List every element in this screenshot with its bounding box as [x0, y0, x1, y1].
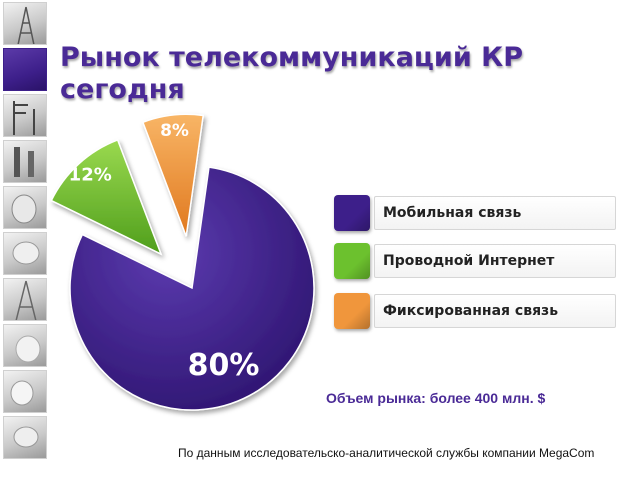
legend-swatch — [334, 243, 370, 279]
legend-item-3: Фиксированная связь — [334, 293, 616, 329]
thumbnail-sidebar — [0, 0, 50, 479]
pie-slice-1 — [69, 166, 315, 411]
dish-photo-thumbnail — [3, 232, 47, 275]
pie-slice-2 — [50, 139, 163, 256]
accent-thumbnail — [3, 48, 47, 91]
legend-swatch — [334, 293, 370, 329]
tower-photo-thumbnail — [3, 2, 47, 45]
source-note: По данным исследовательско-аналитической… — [178, 446, 595, 460]
legend-swatch — [334, 195, 370, 231]
legend-label: Фиксированная связь — [383, 303, 559, 319]
dish-photo-thumbnail — [3, 186, 47, 229]
slice-value-label-1: 80% — [188, 348, 260, 383]
title-line-1: Рынок телекоммуникаций КР — [60, 42, 524, 73]
market-size-note: Объем рынка: более 400 млн. $ — [326, 390, 546, 406]
slide-title: Рынок телекоммуникаций КР сегодня — [60, 42, 530, 106]
slice-value-label-3: 8% — [160, 121, 189, 141]
tower-photo-thumbnail — [3, 94, 47, 137]
legend-item-1: Мобильная связь — [334, 195, 616, 231]
legend-label-box: Мобильная связь — [374, 196, 616, 230]
slice-value-label-2: 12% — [69, 165, 112, 186]
legend-label: Проводной Интернет — [383, 253, 555, 269]
antenna-photo-thumbnail — [3, 140, 47, 183]
dish-photo-thumbnail — [3, 324, 47, 367]
tower-photo-thumbnail — [3, 278, 47, 321]
dish-photo-thumbnail — [3, 416, 47, 459]
dish-photo-thumbnail — [3, 370, 47, 413]
legend-label-box: Проводной Интернет — [374, 244, 616, 278]
legend-item-2: Проводной Интернет — [334, 243, 616, 279]
legend-label-box: Фиксированная связь — [374, 294, 616, 328]
legend-label: Мобильная связь — [383, 205, 522, 221]
title-line-2: сегодня — [60, 74, 185, 105]
pie-slice-3 — [141, 113, 205, 237]
